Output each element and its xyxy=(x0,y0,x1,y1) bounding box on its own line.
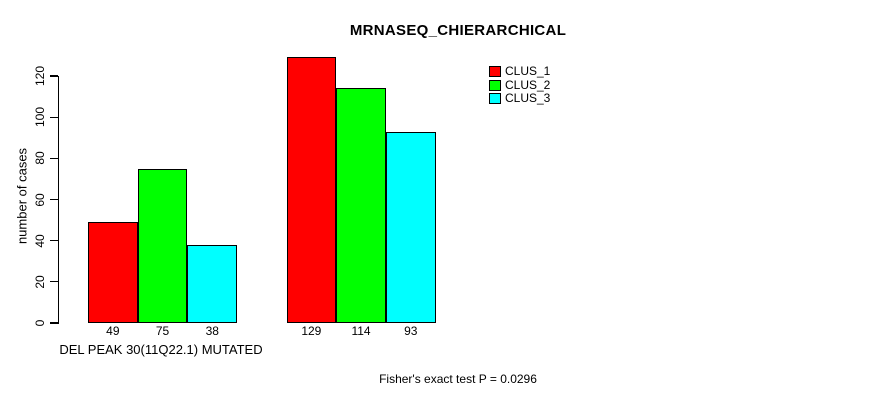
bar-value-label: 38 xyxy=(205,324,219,338)
bar-value-label: 114 xyxy=(351,324,371,338)
y-tick-label: 100 xyxy=(33,107,47,128)
y-tick xyxy=(50,75,58,77)
y-tick xyxy=(50,116,58,118)
y-axis-title: number of cases xyxy=(14,147,30,245)
legend-swatch-clus_1 xyxy=(489,66,501,77)
bar-clus_1-group1 xyxy=(88,222,138,323)
bar-clus_2-group1 xyxy=(137,168,188,323)
legend-label-clus_2: CLUS_2 xyxy=(505,77,551,92)
bar-clus_1-group2 xyxy=(286,57,337,323)
bar-clus_2-group2 xyxy=(336,88,386,323)
stat-annotation: Fisher's exact test P = 0.0296 xyxy=(379,372,537,386)
bar-value-label: 75 xyxy=(155,324,170,338)
y-axis-line xyxy=(58,76,60,324)
y-tick xyxy=(50,240,58,242)
legend-swatch-clus_3 xyxy=(489,93,501,104)
y-tick xyxy=(50,198,58,201)
y-tick-label: 20 xyxy=(33,275,47,289)
legend-label-clus_1: CLUS_1 xyxy=(505,64,551,78)
x-axis-label: DEL PEAK 30(11Q22.1) MUTATED xyxy=(59,342,263,357)
bar-value-label: 49 xyxy=(106,324,120,338)
y-tick xyxy=(50,157,58,159)
bar-clus_3-group2 xyxy=(385,131,436,323)
y-tick-label: 120 xyxy=(33,65,47,87)
y-tick xyxy=(50,281,58,283)
y-tick-label: 60 xyxy=(33,192,47,207)
y-tick-label: 40 xyxy=(33,233,47,248)
bar-value-label: 93 xyxy=(404,324,418,338)
chart-title: MRNASEQ_CHIERARCHICAL xyxy=(349,22,567,39)
y-tick xyxy=(50,322,58,324)
legend-label-clus_3: CLUS_3 xyxy=(505,91,551,105)
legend-swatch-clus_2 xyxy=(489,79,501,91)
y-tick-label: 0 xyxy=(33,319,47,327)
bar-clus_3-group1 xyxy=(187,244,238,323)
bar-value-label: 129 xyxy=(301,324,322,338)
y-tick-label: 80 xyxy=(33,151,47,166)
